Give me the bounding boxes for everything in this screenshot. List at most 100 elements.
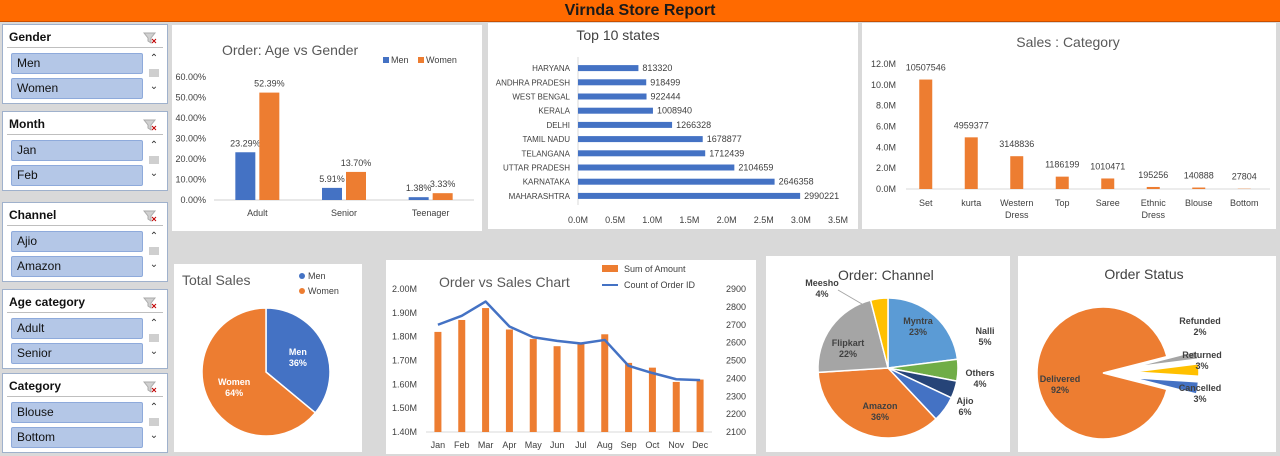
clear-filter-icon[interactable] bbox=[142, 296, 157, 309]
y-tick-label: 10.00% bbox=[175, 175, 206, 185]
slicer-item[interactable]: Feb bbox=[11, 165, 143, 186]
legend-label: Men bbox=[391, 55, 409, 65]
pie-slice-women bbox=[201, 307, 317, 437]
data-label: 4959377 bbox=[954, 120, 989, 130]
data-label: 52.39% bbox=[254, 79, 285, 89]
slice-name: Meesho bbox=[805, 278, 839, 288]
x-tick-label: 3.0M bbox=[791, 215, 811, 225]
scrollbar-thumb[interactable] bbox=[149, 156, 159, 164]
slice-name: Myntra bbox=[903, 316, 933, 326]
x-tick-label: 3.5M bbox=[828, 215, 848, 225]
state-bar bbox=[578, 192, 801, 199]
data-label: 2646358 bbox=[779, 177, 814, 187]
y-right-tick-label: 2400 bbox=[726, 373, 746, 383]
clear-filter-icon[interactable] bbox=[142, 209, 157, 222]
slicer-item[interactable]: Men bbox=[11, 53, 143, 74]
scrollbar-thumb[interactable] bbox=[149, 247, 159, 255]
amount-bar bbox=[648, 367, 656, 432]
state-bar bbox=[578, 178, 775, 185]
slicer-item[interactable]: Blouse bbox=[11, 402, 143, 423]
amount-bar bbox=[672, 381, 680, 432]
category-label: Senior bbox=[331, 208, 357, 218]
state-label: TELANGANA bbox=[522, 149, 571, 158]
month-label: Oct bbox=[645, 440, 660, 450]
scrollbar-thumb[interactable] bbox=[149, 69, 159, 77]
slicer-item[interactable]: Adult bbox=[11, 318, 143, 339]
slicer-divider bbox=[7, 134, 163, 135]
slicer-item[interactable]: Jan bbox=[11, 140, 143, 161]
amount-bar bbox=[601, 334, 609, 432]
x-tick-label: 2.5M bbox=[754, 215, 774, 225]
slicer-divider bbox=[7, 312, 163, 313]
category-label: Blouse bbox=[1185, 198, 1213, 208]
scroll-down-icon[interactable]: ⌄ bbox=[149, 259, 159, 270]
sales-category-panel: Sales : Category 0.0M 2.0M 4.0M 6.0M 8.0M 10.0… bbox=[862, 23, 1276, 229]
y-right-tick-label: 2500 bbox=[726, 356, 746, 366]
slice-percent: 23% bbox=[909, 327, 927, 337]
category-bar bbox=[1192, 187, 1206, 189]
category-bar bbox=[1146, 186, 1160, 189]
slice-name: Delivered bbox=[1040, 374, 1081, 384]
scroll-down-icon[interactable]: ⌄ bbox=[149, 168, 159, 179]
amount-bar bbox=[696, 379, 704, 432]
scroll-up-icon[interactable]: ⌃ bbox=[149, 402, 159, 413]
scroll-down-icon[interactable]: ⌄ bbox=[149, 81, 159, 92]
clear-filter-icon[interactable] bbox=[142, 31, 157, 44]
slice-percent: 36% bbox=[289, 358, 307, 368]
slicer-item[interactable]: Bottom bbox=[11, 427, 143, 448]
x-tick-label: 1.0M bbox=[642, 215, 662, 225]
legend-swatch-men bbox=[383, 57, 389, 63]
state-bar bbox=[578, 107, 653, 114]
data-label: 2104659 bbox=[738, 163, 773, 173]
scroll-down-icon[interactable]: ⌄ bbox=[149, 346, 159, 357]
chart-title: Sales : Category bbox=[1016, 34, 1120, 50]
y-tick-label: 4.0M bbox=[876, 142, 896, 152]
x-tick-label: 0.0M bbox=[568, 215, 588, 225]
scrollbar-thumb[interactable] bbox=[149, 418, 159, 426]
bar-women bbox=[432, 193, 453, 200]
month-label: Feb bbox=[454, 440, 470, 450]
scrollbar-thumb[interactable] bbox=[149, 334, 159, 342]
category-bar bbox=[1101, 178, 1115, 189]
clear-filter-icon[interactable] bbox=[142, 118, 157, 131]
x-tick-label: 0.5M bbox=[605, 215, 625, 225]
scroll-up-icon[interactable]: ⌃ bbox=[149, 318, 159, 329]
bar-men bbox=[408, 197, 429, 200]
slicer-item[interactable]: Senior bbox=[11, 343, 143, 364]
top-states-chart: Top 10 states HARYANA 813320 ANDHRA PRADESH… bbox=[496, 27, 848, 225]
y-left-tick-label: 1.50M bbox=[392, 403, 417, 413]
amount-bar bbox=[458, 319, 466, 432]
y-left-tick-label: 1.90M bbox=[392, 308, 417, 318]
slicer-divider bbox=[7, 225, 163, 226]
y-tick-label: 0.0M bbox=[876, 184, 896, 194]
category-label: kurta bbox=[961, 198, 981, 208]
slicer-item[interactable]: Women bbox=[11, 78, 143, 99]
category-label: Set bbox=[919, 198, 933, 208]
clear-filter-icon[interactable] bbox=[142, 380, 157, 393]
bar-men bbox=[322, 187, 342, 200]
slicer-divider bbox=[7, 47, 163, 48]
clear-filter-icon-shape bbox=[142, 210, 157, 222]
pie-slice-cancelled bbox=[1132, 376, 1200, 396]
scroll-up-icon[interactable]: ⌃ bbox=[149, 140, 159, 151]
scroll-down-icon[interactable]: ⌄ bbox=[149, 430, 159, 441]
slicer-age-category: Age category Adult Senior ⌃ ⌄ bbox=[2, 289, 168, 369]
orders-line bbox=[437, 300, 701, 382]
category-label: Saree bbox=[1096, 198, 1120, 208]
slicer-item[interactable]: Ajio bbox=[11, 231, 143, 252]
scroll-up-icon[interactable]: ⌃ bbox=[149, 231, 159, 242]
category-label: Teenager bbox=[412, 208, 450, 218]
legend-swatch-women bbox=[418, 57, 424, 63]
slice-percent: 22% bbox=[839, 349, 857, 359]
slicer-item[interactable]: Amazon bbox=[11, 256, 143, 277]
order-status-panel: Order Status Delivered 92% Refunded 2% Return… bbox=[1018, 256, 1276, 452]
scroll-up-icon[interactable]: ⌃ bbox=[149, 53, 159, 64]
category-label: Bottom bbox=[1230, 198, 1259, 208]
y-right-tick-label: 2100 bbox=[726, 427, 746, 437]
month-label: Jun bbox=[550, 440, 565, 450]
slice-percent: 64% bbox=[225, 388, 243, 398]
slice-percent: 5% bbox=[978, 337, 991, 347]
state-label: UTTAR PRADESH bbox=[503, 164, 570, 173]
clear-filter-icon-shape bbox=[142, 381, 157, 393]
